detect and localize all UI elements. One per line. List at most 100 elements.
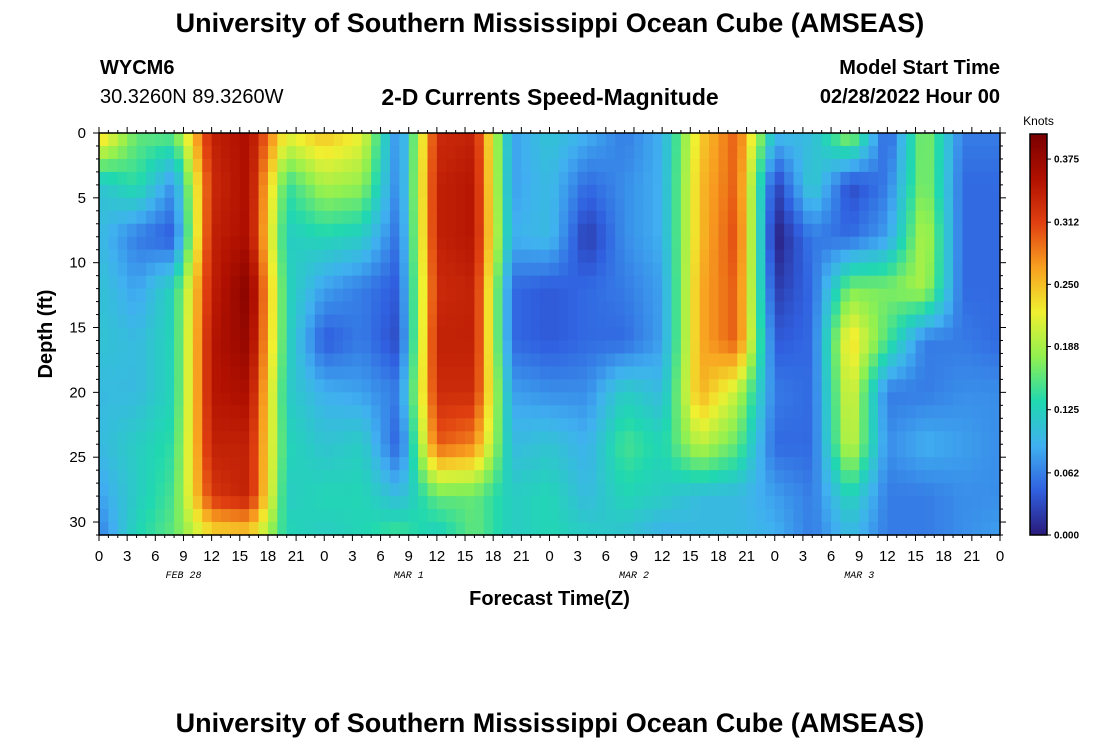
heatmap-cell: [446, 171, 457, 186]
heatmap-cell: [399, 133, 410, 147]
heatmap-cell: [633, 158, 644, 173]
heatmap-cell: [418, 431, 429, 445]
heatmap-cell: [643, 457, 654, 471]
heatmap-cell: [361, 327, 372, 342]
heatmap-cell: [408, 444, 419, 458]
heatmap-cell: [840, 249, 851, 264]
heatmap-cell: [174, 327, 185, 342]
heatmap-cell: [380, 249, 391, 264]
heatmap-cell: [418, 418, 429, 432]
heatmap-cell: [990, 522, 1001, 536]
heatmap-cell: [568, 379, 579, 393]
heatmap-cell: [624, 405, 635, 419]
heatmap-cell: [615, 236, 626, 251]
heatmap-cell: [877, 197, 888, 212]
heatmap-cell: [352, 392, 363, 406]
heatmap-cell: [887, 158, 898, 173]
heatmap-cell: [746, 236, 757, 251]
heatmap-cell: [305, 158, 316, 173]
heatmap-cell: [802, 301, 813, 316]
heatmap-cell: [981, 133, 992, 147]
heatmap-cell: [314, 418, 325, 432]
heatmap-cell: [380, 340, 391, 355]
heatmap-cell: [887, 262, 898, 277]
heatmap-cell: [530, 392, 541, 406]
heatmap-cell: [343, 314, 354, 329]
heatmap-cell: [305, 470, 316, 484]
heatmap-cell: [568, 262, 579, 277]
heatmap-cell: [127, 496, 138, 510]
heatmap-cell: [305, 236, 316, 251]
heatmap-cell: [943, 223, 954, 238]
heatmap-cell: [408, 171, 419, 186]
heatmap-cell: [859, 444, 870, 458]
heatmap-cell: [333, 340, 344, 355]
heatmap-cell: [333, 236, 344, 251]
heatmap-cell: [812, 301, 823, 316]
heatmap-cell: [671, 509, 682, 523]
heatmap-cell: [727, 158, 738, 173]
heatmap-cell: [211, 431, 222, 445]
heatmap-cell: [343, 327, 354, 342]
heatmap-cell: [990, 184, 1001, 199]
heatmap-cell: [784, 405, 795, 419]
heatmap-cell: [962, 158, 973, 173]
heatmap-cell: [840, 470, 851, 484]
heatmap-cell: [436, 223, 447, 238]
heatmap-cell: [436, 133, 447, 147]
heatmap-cell: [737, 184, 748, 199]
heatmap-cell: [877, 314, 888, 329]
heatmap-cell: [812, 509, 823, 523]
heatmap-cell: [465, 301, 476, 316]
heatmap-cell: [389, 522, 400, 536]
heatmap-cell: [305, 197, 316, 212]
heatmap-cell: [333, 509, 344, 523]
heatmap-cell: [615, 340, 626, 355]
heatmap-cell: [474, 522, 485, 536]
heatmap-cell: [934, 470, 945, 484]
heatmap-cell: [239, 249, 250, 264]
heatmap-cell: [812, 444, 823, 458]
heatmap-cell: [633, 496, 644, 510]
heatmap-cell: [343, 210, 354, 225]
heatmap-cell: [324, 288, 335, 303]
heatmap-cell: [145, 431, 156, 445]
heatmap-cell: [605, 392, 616, 406]
heatmap-cell: [934, 379, 945, 393]
heatmap-cell: [596, 275, 607, 290]
heatmap-cell: [221, 314, 231, 329]
heatmap-cell: [455, 197, 466, 212]
heatmap-cell: [427, 314, 438, 329]
heatmap-cell: [427, 288, 438, 303]
heatmap-cell: [174, 210, 185, 225]
heatmap-cell: [530, 184, 541, 199]
heatmap-cell: [765, 405, 776, 419]
heatmap-cell: [802, 353, 813, 368]
heatmap-cell: [887, 145, 898, 160]
heatmap-cell: [774, 223, 785, 238]
heatmap-cell: [755, 314, 766, 329]
heatmap-cell: [981, 158, 992, 173]
heatmap-cell: [136, 509, 147, 523]
heatmap-cell: [831, 457, 842, 471]
heatmap-cell: [258, 197, 269, 212]
heatmap-cell: [145, 496, 156, 510]
heatmap-cell: [361, 288, 372, 303]
heatmap-cell: [502, 171, 513, 186]
heatmap-cell: [746, 366, 757, 380]
heatmap-cell: [230, 133, 241, 147]
heatmap-cell: [455, 496, 466, 510]
heatmap-cell: [521, 431, 532, 445]
heatmap-cell: [174, 431, 185, 445]
heatmap-cell: [483, 340, 494, 355]
heatmap-cell: [436, 509, 447, 523]
x-tick-label: 12: [654, 548, 671, 565]
heatmap-cell: [953, 496, 964, 510]
heatmap-cell: [690, 262, 701, 277]
heatmap-cell: [840, 522, 851, 536]
heatmap-cell: [746, 197, 757, 212]
heatmap-cell: [849, 145, 860, 160]
heatmap-cell: [924, 249, 935, 264]
heatmap-cell: [117, 418, 128, 432]
heatmap-cell: [784, 470, 795, 484]
